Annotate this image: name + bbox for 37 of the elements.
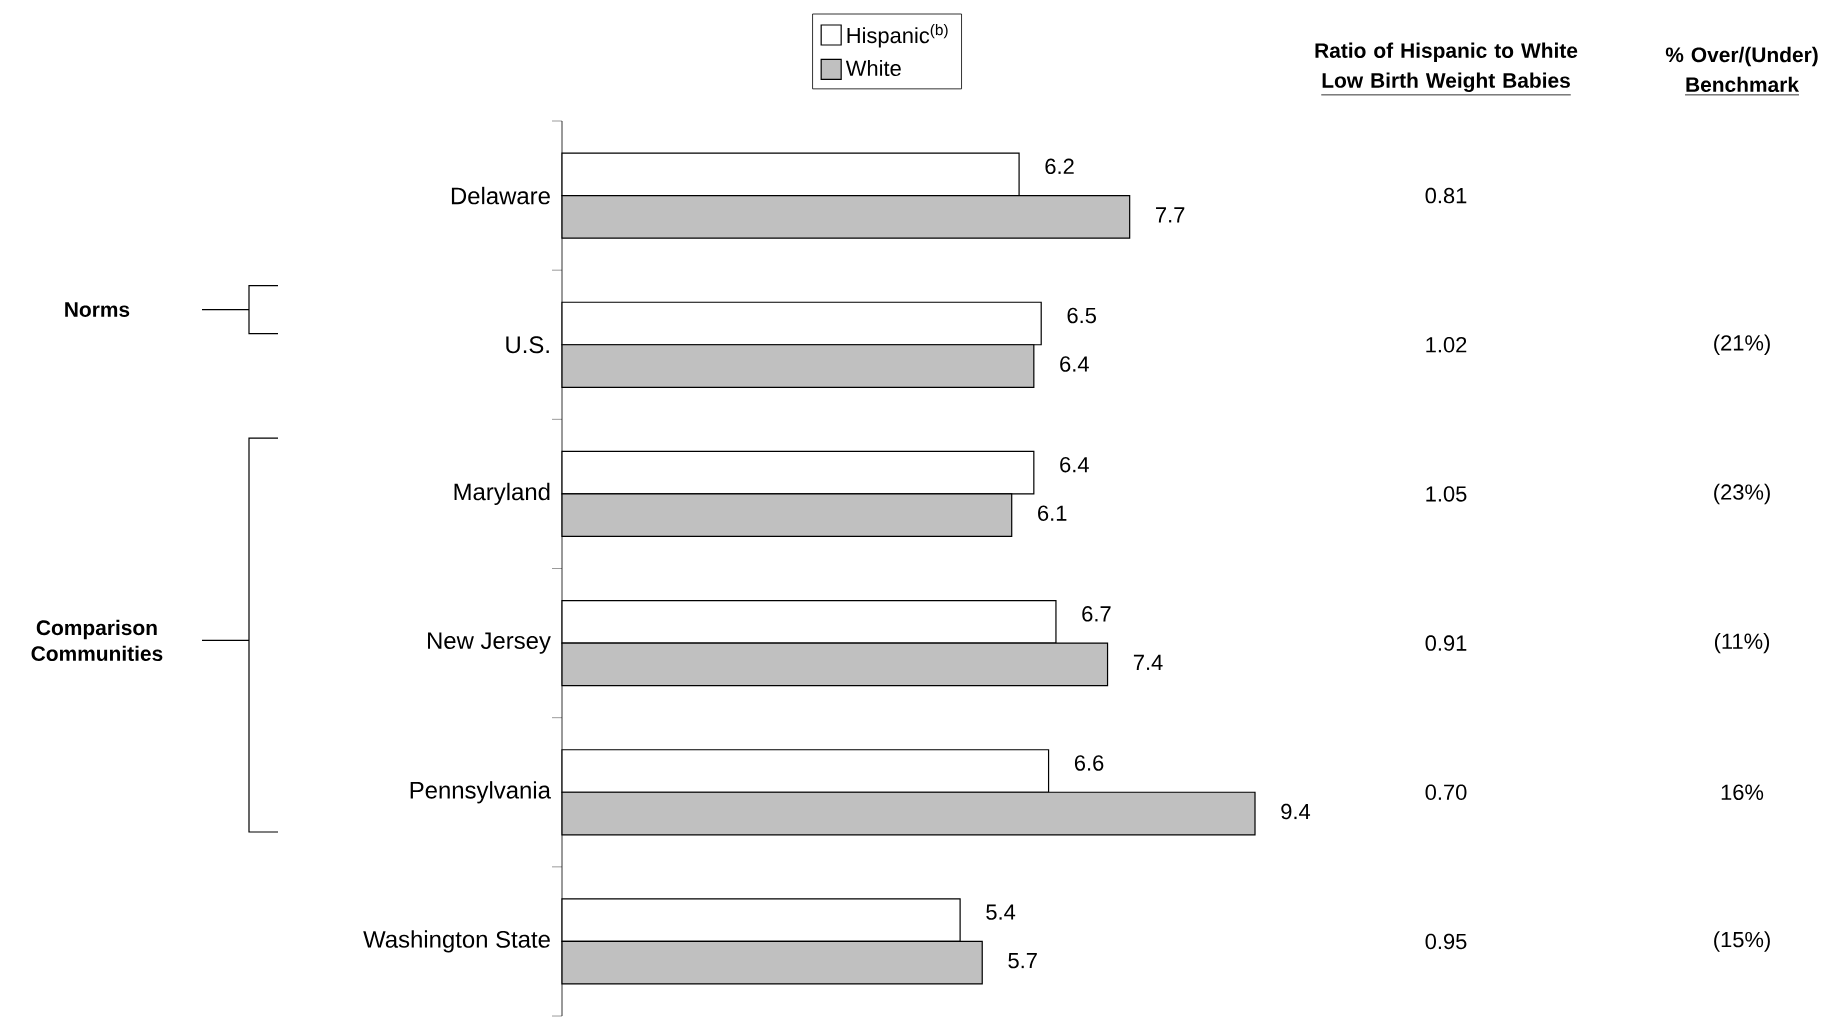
text: % Over/(Under) [1665,46,1818,67]
text: Benchmark [1686,76,1799,93]
data-label: 7.4 [1133,654,1163,670]
data-label: 9.4 [1281,803,1311,820]
y-tick-label: New Jersey [428,632,551,654]
text: Norms [65,302,130,317]
data-label: 5.4 [986,904,1016,920]
data-label: 6.7 [1082,606,1111,622]
legend-label: White [845,59,901,77]
text: 1.02 [1426,337,1467,353]
text: 16% [1721,784,1764,801]
legend-label: Hispanic$^{(b)}$ [847,23,948,48]
data-label: 6.5 [1067,307,1096,324]
text: (23%) [1714,483,1770,505]
text: (11%) [1714,632,1770,654]
text: 0.91 [1425,635,1467,651]
text: 1.05 [1426,486,1467,502]
text: (21%) [1714,334,1770,355]
y-tick-label: U.S. [506,336,549,354]
y-tick-label: Maryland [454,482,550,506]
text: Low Birth Weight Babies [1322,72,1570,93]
text: 0.70 [1425,784,1467,801]
data-label: 6.1 [1038,505,1067,521]
y-tick-label: Pennsylvania [410,781,551,804]
data-label: 6.6 [1074,755,1104,771]
text: Comparison Communities [31,619,163,662]
text: Ratio of Hispanic to White [1315,42,1578,63]
data-label: 6.4 [1060,456,1089,473]
text: 0.81 [1425,187,1467,204]
data-label: 7.7 [1156,207,1185,223]
data-label: 5.7 [1008,953,1037,969]
data-label: 6.4 [1060,356,1089,372]
y-tick-label: Delaware [451,186,550,205]
text: (15%) [1714,931,1770,952]
data-label: 6.2 [1045,158,1074,175]
text: 0.95 [1425,933,1467,950]
y-tick-label: Washington State [363,930,550,953]
